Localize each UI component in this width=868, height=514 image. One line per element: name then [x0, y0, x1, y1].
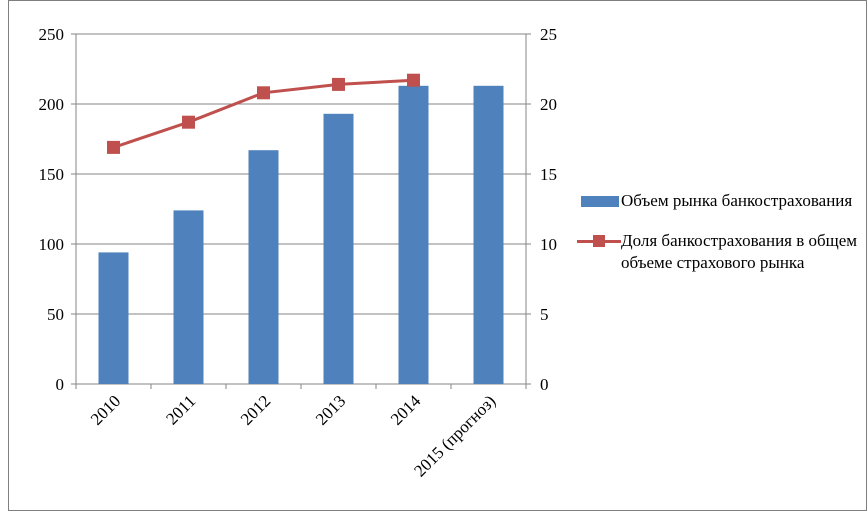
y-left-tick-label: 150: [39, 165, 65, 184]
y-left-tick-label: 200: [39, 95, 65, 114]
legend: Объем рынка банкострахования Доля банкос…: [577, 190, 867, 292]
y-left-tick-label: 0: [56, 375, 65, 394]
legend-label-bar: Объем рынка банкострахования: [621, 191, 852, 210]
legend-item-line: Доля банкострахования в общем объеме стр…: [577, 230, 867, 274]
legend-label-line: Доля банкострахования в общем объеме стр…: [621, 231, 857, 272]
x-tick-label: 2013: [312, 391, 349, 428]
line-point: [332, 78, 345, 91]
bar: [174, 210, 204, 384]
bar: [399, 86, 429, 384]
legend-item-bar: Объем рынка банкострахования: [577, 190, 867, 212]
y-left-tick-label: 50: [47, 305, 64, 324]
line-point: [107, 141, 120, 154]
bar: [99, 252, 129, 384]
x-tick-label: 2012: [237, 391, 274, 428]
bar: [474, 86, 504, 384]
line-point: [257, 86, 270, 99]
y-right-tick-label: 5: [540, 305, 549, 324]
y-right-tick-label: 10: [540, 235, 557, 254]
x-tick-label: 2011: [162, 391, 199, 428]
x-tick-label: 2010: [87, 391, 124, 428]
line-point: [407, 74, 420, 87]
y-left-tick-label: 250: [39, 25, 65, 44]
y-right-tick-label: 15: [540, 165, 557, 184]
bar: [249, 150, 279, 384]
line-point: [182, 116, 195, 129]
bar: [324, 114, 354, 384]
y-right-tick-label: 25: [540, 25, 557, 44]
y-left-tick-label: 100: [39, 235, 65, 254]
y-right-tick-label: 20: [540, 95, 557, 114]
y-right-tick-label: 0: [540, 375, 549, 394]
legend-swatch-bar: [581, 196, 619, 207]
legend-swatch-marker: [593, 235, 605, 247]
x-tick-label: 2014: [387, 391, 425, 429]
